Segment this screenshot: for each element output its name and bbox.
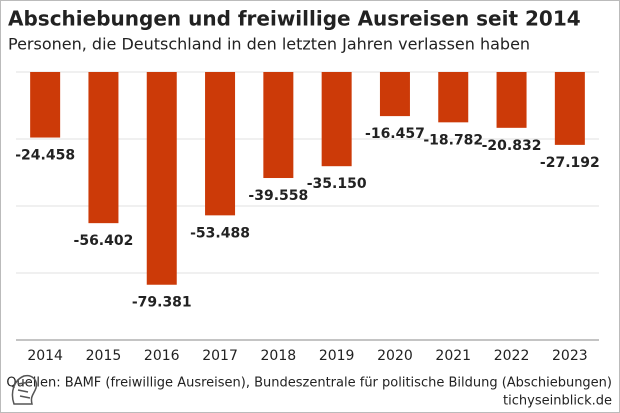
value-label: -53.488 xyxy=(190,225,250,241)
bar xyxy=(379,72,410,117)
value-label: -35.150 xyxy=(307,176,367,192)
x-tick-label: 2023 xyxy=(552,348,588,364)
chart-subtitle: Personen, die Deutschland in den letzten… xyxy=(8,35,530,54)
x-tick-label: 2015 xyxy=(86,348,122,364)
x-tick-label: 2014 xyxy=(27,348,63,364)
value-label: -79.381 xyxy=(132,295,192,311)
value-label: -27.192 xyxy=(540,155,600,171)
value-label: -18.782 xyxy=(423,132,483,148)
logo xyxy=(11,374,38,405)
chart-title: Abschiebungen und freiwillige Ausreisen … xyxy=(8,7,581,31)
x-tick-label: 2017 xyxy=(202,348,238,364)
bar xyxy=(88,72,119,224)
x-tick-label: 2020 xyxy=(377,348,413,364)
value-label: -16.457 xyxy=(365,126,425,142)
x-tick-label: 2018 xyxy=(261,348,297,364)
bar xyxy=(30,72,61,138)
x-tick-label: 2021 xyxy=(435,348,471,364)
value-label: -20.832 xyxy=(482,138,542,154)
value-label: -24.458 xyxy=(15,148,75,164)
x-tick-label: 2019 xyxy=(319,348,355,364)
bar xyxy=(205,72,236,216)
bar xyxy=(321,72,352,167)
bar xyxy=(438,72,469,123)
bar xyxy=(554,72,585,145)
value-label: -56.402 xyxy=(74,233,134,249)
x-tick-label: 2022 xyxy=(494,348,530,364)
x-tick-label: 2016 xyxy=(144,348,180,364)
source: Quellen: BAMF (freiwillige Ausreisen), B… xyxy=(6,376,612,391)
bar xyxy=(496,72,527,128)
publisher: tichyseinblick.de xyxy=(503,394,612,409)
bar xyxy=(146,72,177,285)
value-label: -39.558 xyxy=(248,188,308,204)
bar xyxy=(263,72,294,179)
